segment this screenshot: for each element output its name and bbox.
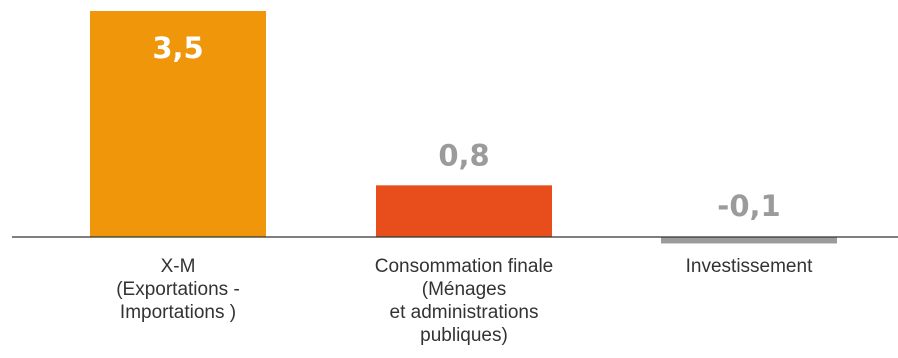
- category-label-line: (Exportations -: [116, 279, 240, 300]
- category-label-line: Importations ): [120, 302, 236, 323]
- bar-3: [661, 237, 837, 244]
- bars-group: [90, 11, 837, 244]
- value-labels-group: 3,5 0,8 -0,1: [152, 31, 780, 223]
- category-label-line: Consommation finale: [375, 256, 553, 277]
- value-label-3: -0,1: [717, 189, 780, 223]
- bar-1: [90, 11, 266, 237]
- category-label-line: et administrations: [390, 302, 539, 323]
- value-label-1: 3,5: [152, 31, 203, 65]
- category-label-line: (Ménages: [422, 279, 507, 300]
- bar-2: [376, 185, 552, 237]
- value-label-2: 0,8: [438, 138, 489, 172]
- category-label-1: X-M (Exportations -Importations ): [116, 256, 240, 323]
- category-labels-group: X-M (Exportations -Importations ) Consomma…: [116, 256, 813, 346]
- category-label-line: X-M: [161, 256, 196, 277]
- category-label-3: Investissement: [686, 256, 813, 277]
- category-label-line: publiques): [420, 325, 508, 346]
- category-label-line: Investissement: [686, 256, 813, 277]
- category-label-2: Consommation finale (Ménages et administra…: [375, 256, 553, 346]
